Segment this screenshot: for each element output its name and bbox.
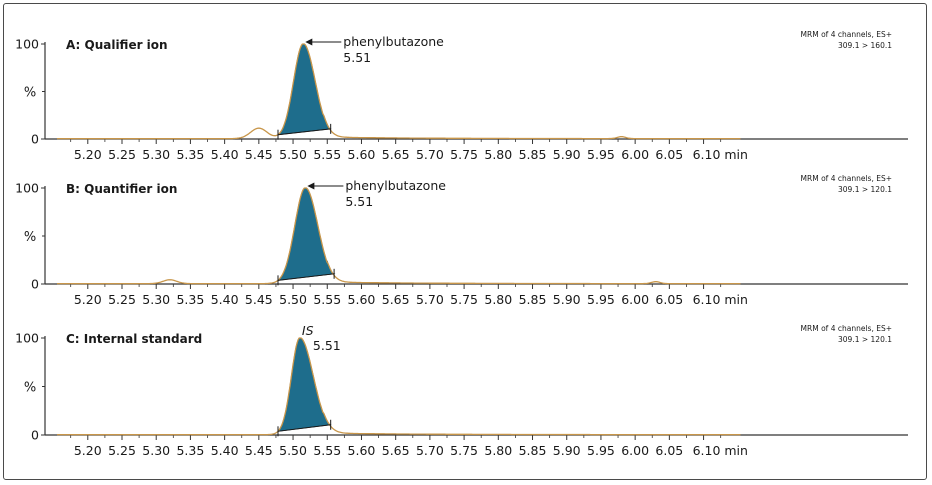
y-axis-label: % (24, 230, 36, 245)
chromatogram-trace (57, 43, 741, 140)
x-tick-label: 5.90 (553, 292, 581, 307)
x-tick-label: 5.55 (313, 443, 341, 458)
x-tick-label: 5.45 (245, 147, 273, 162)
x-tick-label: 5.35 (176, 147, 204, 162)
x-tick-label: 5.20 (74, 443, 102, 458)
x-tick-label: 5.30 (142, 292, 170, 307)
x-tick-label: 5.35 (176, 292, 204, 307)
x-tick-label: 5.95 (587, 292, 615, 307)
peak-retention-time: 5.51 (343, 50, 371, 65)
x-tick-label: 6.00 (621, 147, 649, 162)
x-tick-label: 5.85 (519, 147, 547, 162)
x-tick-label: 5.55 (313, 147, 341, 162)
chromatogram-trace (57, 187, 741, 285)
x-tick-label: 5.25 (108, 292, 136, 307)
x-tick-label: 5.35 (176, 443, 204, 458)
y-axis-label: % (24, 381, 36, 396)
y-tick-label: 100 (15, 181, 39, 196)
peak-compound-label: IS (302, 323, 314, 338)
x-tick-label: 5.95 (587, 443, 615, 458)
panel-title: C: Internal standard (66, 332, 202, 346)
x-tick-label: 5.30 (142, 147, 170, 162)
x-tick-label: 5.65 (382, 147, 410, 162)
y-axis-label: % (24, 86, 36, 101)
x-tick-label: 5.25 (108, 147, 136, 162)
x-tick-label: 5.60 (348, 443, 376, 458)
integration-baseline (277, 424, 331, 432)
x-tick-label: 5.80 (484, 292, 512, 307)
x-tick-label: 5.75 (450, 147, 478, 162)
x-tick-label: 5.50 (279, 443, 307, 458)
x-tick-label: 5.70 (416, 147, 444, 162)
x-tick-label: 5.40 (211, 292, 239, 307)
x-tick-label: 5.25 (108, 443, 136, 458)
integration-baseline (277, 273, 335, 281)
x-tick-label: 5.80 (484, 443, 512, 458)
x-tick-label: 6.00 (621, 443, 649, 458)
y-tick-label: 0 (31, 428, 39, 443)
x-tick-label: 5.65 (382, 443, 410, 458)
x-tick-label: 5.85 (519, 292, 547, 307)
peak-compound-label: phenylbutazone (343, 34, 444, 49)
x-tick-label: 5.80 (484, 147, 512, 162)
x-tick-label: 5.75 (450, 292, 478, 307)
y-tick-label: 100 (15, 331, 39, 346)
info-line-transition: 309.1 > 160.1 (838, 41, 892, 50)
annotation-arrowhead (307, 182, 315, 190)
x-tick-label: 5.40 (211, 443, 239, 458)
x-tick-label: 5.20 (74, 292, 102, 307)
x-tick-label: 5.20 (74, 147, 102, 162)
x-tick-label: 5.70 (416, 292, 444, 307)
x-tick-label: 5.70 (416, 443, 444, 458)
y-tick-label: 0 (31, 132, 39, 147)
info-line-channels: MRM of 4 channels, ES+ (801, 174, 892, 183)
x-tick-label: 6.05 (655, 147, 683, 162)
info-line-channels: MRM of 4 channels, ES+ (801, 324, 892, 333)
x-tick-label: 6.10 min (693, 443, 748, 458)
peak-compound-label: phenylbutazone (345, 178, 446, 193)
info-line-transition: 309.1 > 120.1 (838, 185, 892, 194)
x-tick-label: 5.45 (245, 292, 273, 307)
peak-retention-time: 5.51 (313, 338, 341, 353)
x-tick-label: 6.10 min (693, 147, 748, 162)
peak-retention-time: 5.51 (345, 194, 373, 209)
x-tick-label: 5.75 (450, 443, 478, 458)
x-tick-label: 5.50 (279, 147, 307, 162)
chart-panel-b: 100 0% 5.20 5.25 5.30 5.35 5.40 5.45 5.50 5.55 5.6… (15, 174, 908, 307)
integration-baseline (277, 128, 331, 136)
panel-title: A: Qualifier ion (66, 38, 168, 52)
x-tick-label: 6.00 (621, 292, 649, 307)
y-tick-label: 100 (15, 37, 39, 52)
x-tick-label: 5.85 (519, 443, 547, 458)
figure-frame (3, 3, 927, 480)
x-tick-label: 5.55 (313, 292, 341, 307)
x-tick-label: 5.95 (587, 147, 615, 162)
chromatogram-trace (57, 337, 741, 436)
chart-panel-a: 100 0% 5.20 5.25 5.30 5.35 5.40 5.45 5.50 5.55 5.6… (15, 30, 908, 162)
x-tick-label: 5.45 (245, 443, 273, 458)
x-tick-label: 5.90 (553, 443, 581, 458)
x-tick-label: 6.05 (655, 443, 683, 458)
x-tick-label: 6.10 min (693, 292, 748, 307)
info-line-transition: 309.1 > 120.1 (838, 335, 892, 344)
x-tick-label: 5.60 (348, 292, 376, 307)
x-tick-label: 5.50 (279, 292, 307, 307)
x-tick-label: 5.60 (348, 147, 376, 162)
x-tick-label: 5.30 (142, 443, 170, 458)
x-tick-label: 5.40 (211, 147, 239, 162)
y-tick-label: 0 (31, 277, 39, 292)
x-tick-label: 5.90 (553, 147, 581, 162)
x-tick-label: 5.65 (382, 292, 410, 307)
x-tick-label: 6.05 (655, 292, 683, 307)
info-line-channels: MRM of 4 channels, ES+ (801, 30, 892, 39)
annotation-arrowhead (305, 38, 313, 46)
chart-panel-c: 100 0% 5.20 5.25 5.30 5.35 5.40 5.45 5.50 5.55 5.6… (15, 323, 908, 458)
panel-title: B: Quantifier ion (66, 182, 177, 196)
